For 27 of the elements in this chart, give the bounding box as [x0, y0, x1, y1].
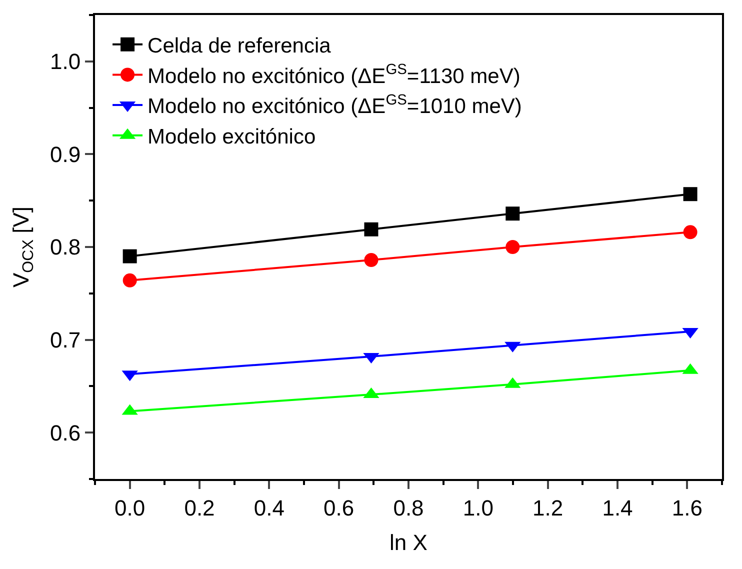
- y-tick-label: 0.7: [50, 328, 81, 352]
- x-tick-label: 0.8: [393, 495, 424, 520]
- legend-label: Modelo no excitónico (ΔE$^{GS}$=1130 meV): [148, 62, 520, 88]
- point: [683, 187, 698, 202]
- x-tick-label: 0.6: [324, 495, 354, 520]
- point: [506, 240, 520, 254]
- legend-label: Celda de referencia: [148, 34, 332, 58]
- x-tick-label: 0.2: [184, 495, 215, 520]
- x-axis-title: ln X: [390, 530, 428, 555]
- point: [506, 206, 520, 221]
- legend-label: Modelo no excitónico (ΔE$^{GS}$=1010 meV): [148, 92, 522, 118]
- x-tick-label: 1.4: [602, 495, 633, 520]
- legend-label: Modelo excitónico: [148, 126, 316, 149]
- point: [122, 273, 137, 288]
- point: [364, 252, 378, 267]
- x-tick-label: 1.6: [672, 495, 702, 520]
- y-tick-label: 0.9: [50, 142, 81, 167]
- x-tick-label: 1.0: [462, 495, 494, 520]
- point: [683, 225, 698, 240]
- y-tick-label: 0.6: [50, 420, 81, 446]
- x-tick-label: 0.0: [114, 495, 146, 520]
- point: [122, 249, 137, 264]
- y-tick-label: 1.0: [50, 49, 81, 74]
- point: [364, 222, 378, 236]
- y-tick-label: 0.8: [50, 234, 81, 260]
- x-tick-label: 0.4: [254, 495, 284, 520]
- x-tick-label: 1.2: [532, 495, 564, 520]
